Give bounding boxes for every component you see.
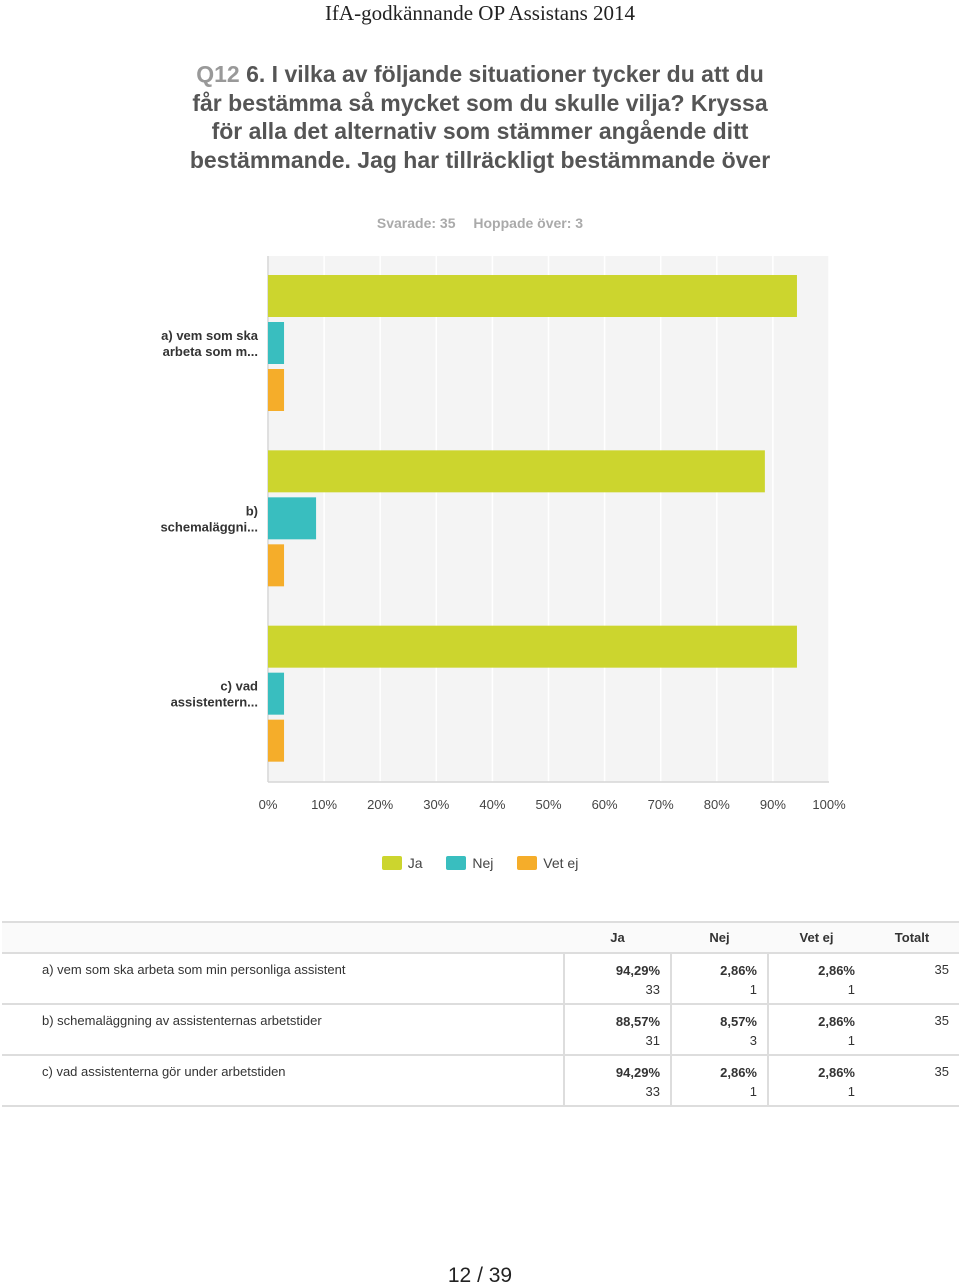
chart-legend: Ja Nej Vet ej xyxy=(0,855,960,871)
x-tick-label: 10% xyxy=(311,797,337,812)
ja-percent: 94,29% xyxy=(615,963,660,978)
table-row: b) schemaläggning av assistenternas arbe… xyxy=(2,1004,959,1056)
x-tick-label: 0% xyxy=(259,797,278,812)
response-stats: Svarade: 35 Hoppade över: 3 xyxy=(0,215,960,231)
category-label: arbeta som m... xyxy=(163,344,258,359)
vet-ej-percent: 2,86% xyxy=(818,1065,855,1080)
bar-vet-ej xyxy=(268,719,285,762)
x-tick-label: 60% xyxy=(592,797,618,812)
x-tick-label: 100% xyxy=(812,797,846,812)
skipped-count: Hoppade över: 3 xyxy=(473,215,584,231)
vet-ej-percent: 2,86% xyxy=(818,963,855,978)
header-totalt: Totalt xyxy=(865,921,959,954)
x-tick-label: 80% xyxy=(704,797,730,812)
ja-percent: 94,29% xyxy=(615,1065,660,1080)
bar-nej xyxy=(268,322,285,364)
cell-ja: 94,29% 33 xyxy=(563,953,671,1005)
document-header: IfA-godkännande OP Assistans 2014 xyxy=(324,1,636,25)
cell-vet-ej: 2,86% 1 xyxy=(767,1004,865,1056)
legend-item-vet-ej: Vet ej xyxy=(517,855,578,871)
results-table: Ja Nej Vet ej Totalt a) vem som ska arbe… xyxy=(2,921,959,1107)
cell-total: 35 xyxy=(865,1055,959,1107)
page-number: 12 / 39 xyxy=(447,1264,513,1287)
question-title: Q12 6. I vilka av följande situationer t… xyxy=(180,60,780,174)
ja-count: 33 xyxy=(645,1084,660,1099)
x-tick-label: 50% xyxy=(535,797,561,812)
legend-swatch-ja xyxy=(381,856,402,870)
category-label: assistentern... xyxy=(171,695,258,710)
nej-percent: 2,86% xyxy=(720,963,757,978)
bar-nej xyxy=(268,672,285,715)
vet-ej-percent: 2,86% xyxy=(818,1014,855,1029)
row-label: c) vad assistenterna gör under arbetstid… xyxy=(2,1055,564,1107)
cell-nej: 2,86% 1 xyxy=(670,953,768,1005)
category-label: c) vad xyxy=(220,679,258,694)
header-nej: Nej xyxy=(671,921,768,954)
nej-count: 1 xyxy=(749,1084,757,1099)
x-tick-label: 70% xyxy=(648,797,674,812)
cell-vet-ej: 2,86% 1 xyxy=(767,1055,865,1107)
bar-vet-ej xyxy=(268,369,285,411)
bar-vet-ej xyxy=(268,544,285,587)
nej-percent: 2,86% xyxy=(720,1065,757,1080)
bar-ja xyxy=(268,275,797,317)
cell-nej: 2,86% 1 xyxy=(670,1055,768,1107)
nej-percent: 8,57% xyxy=(720,1014,757,1029)
bar-ja xyxy=(268,450,765,493)
x-tick-label: 20% xyxy=(367,797,393,812)
header-vet-ej: Vet ej xyxy=(768,921,865,954)
legend-label-ja: Ja xyxy=(407,855,423,871)
answered-count: Svarade: 35 xyxy=(376,215,456,231)
cell-total: 35 xyxy=(865,953,959,1005)
cell-vet-ej: 2,86% 1 xyxy=(767,953,865,1005)
legend-label-vet-ej: Vet ej xyxy=(543,855,579,871)
ja-count: 33 xyxy=(645,982,660,997)
ja-percent: 88,57% xyxy=(615,1014,660,1029)
nej-count: 3 xyxy=(749,1033,757,1048)
ja-count: 31 xyxy=(645,1033,660,1048)
x-tick-label: 40% xyxy=(479,797,505,812)
nej-count: 1 xyxy=(749,982,757,997)
cell-total: 35 xyxy=(865,1004,959,1056)
cell-ja: 88,57% 31 xyxy=(563,1004,671,1056)
category-label: a) vem som ska xyxy=(161,328,259,343)
x-tick-label: 90% xyxy=(760,797,786,812)
x-tick-label: 30% xyxy=(423,797,449,812)
table-header-row: Ja Nej Vet ej Totalt xyxy=(2,921,959,954)
vet-ej-count: 1 xyxy=(847,1033,855,1048)
question-number: Q12 xyxy=(196,61,240,87)
legend-item-ja: Ja xyxy=(381,855,423,871)
row-label: b) schemaläggning av assistenternas arbe… xyxy=(2,1004,564,1056)
vet-ej-count: 1 xyxy=(847,1084,855,1099)
legend-label-nej: Nej xyxy=(472,855,494,871)
row-label: a) vem som ska arbeta som min personliga… xyxy=(2,953,564,1005)
table-row: c) vad assistenterna gör under arbetstid… xyxy=(2,1055,959,1107)
cell-ja: 94,29% 33 xyxy=(563,1055,671,1107)
cell-nej: 8,57% 3 xyxy=(670,1004,768,1056)
legend-swatch-vet-ej xyxy=(517,856,538,870)
legend-swatch-nej xyxy=(446,856,467,870)
vet-ej-count: 1 xyxy=(847,982,855,997)
category-label: schemaläggni... xyxy=(160,519,258,534)
category-label: b) xyxy=(246,503,258,518)
question-text: 6. I vilka av följande situationer tycke… xyxy=(189,61,771,173)
header-ja: Ja xyxy=(564,921,671,954)
bar-nej xyxy=(268,497,317,540)
table-row: a) vem som ska arbeta som min personliga… xyxy=(2,953,959,1005)
header-empty xyxy=(2,921,564,954)
bar-ja xyxy=(268,625,797,668)
legend-item-nej: Nej xyxy=(446,855,493,871)
